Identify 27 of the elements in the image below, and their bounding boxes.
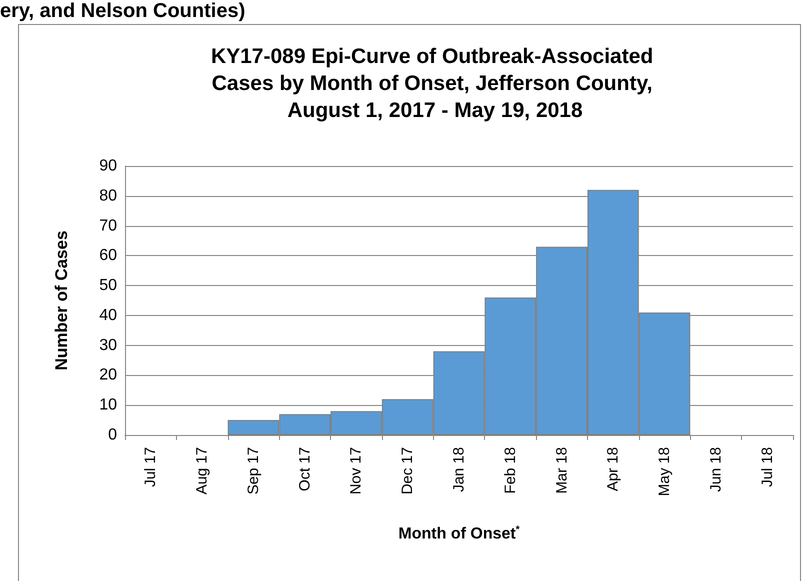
x-tick-label: Jun 18 xyxy=(707,447,724,492)
y-tick-label: 0 xyxy=(108,426,118,444)
x-tick-label: Apr 18 xyxy=(604,447,622,492)
chart-title: KY17-089 Epi-Curve of Outbreak-Associated Cases by Month of Onset, Jefferson County, August 1, 2017 - May 19, 2018 xyxy=(210,45,660,122)
x-tick-label: Dec 17 xyxy=(399,447,416,495)
x-axis-title: Month of Onset* xyxy=(398,524,520,542)
x-tick-label: Feb 18 xyxy=(502,447,519,494)
y-tick-label: 50 xyxy=(99,277,118,294)
y-tick-label: 30 xyxy=(99,336,118,354)
text: ery, and Nelson Counties) xyxy=(0,0,246,22)
y-tick-label: 10 xyxy=(99,396,118,414)
y-tick-label: 40 xyxy=(99,306,118,324)
x-tick-label: Jan 18 xyxy=(450,447,468,492)
y-tick-label: 20 xyxy=(99,366,118,384)
x-tick-label: Oct 17 xyxy=(296,447,314,492)
x-tick-label: Jul 18 xyxy=(758,447,776,488)
x-tick-label: Jul 17 xyxy=(142,447,160,488)
x-tick-label: Aug 17 xyxy=(194,447,211,495)
y-axis-title: Number of Cases xyxy=(52,230,71,370)
y-tick-label: 90 xyxy=(99,158,118,174)
y-tick-label: 80 xyxy=(99,187,118,204)
x-tick-label: May 18 xyxy=(656,447,674,496)
y-tick-label: 60 xyxy=(99,247,118,264)
x-tick-label: Sep 17 xyxy=(244,447,262,495)
x-tick-label: Mar 18 xyxy=(553,447,570,494)
x-tick-label: Nov 17 xyxy=(348,447,365,495)
y-tick-label: 70 xyxy=(99,217,118,234)
